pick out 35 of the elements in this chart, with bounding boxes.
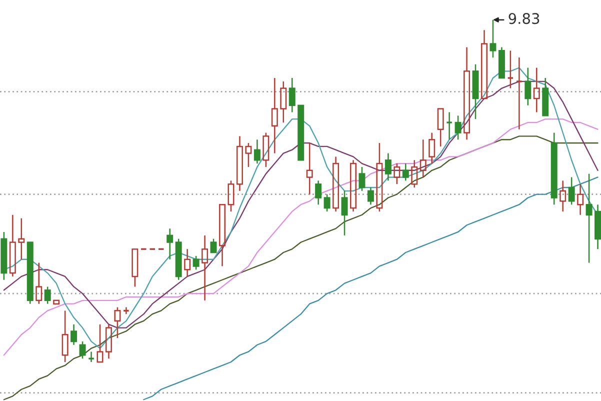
candlestick (586, 173, 592, 264)
candlestick (315, 180, 322, 206)
candlestick (533, 67, 540, 113)
candlestick (350, 160, 356, 212)
candlestick (384, 152, 392, 182)
candlestick (516, 56, 523, 130)
candlestick (594, 204, 601, 250)
candlestick (498, 46, 505, 79)
candlestick (464, 46, 470, 140)
candlestick (560, 180, 566, 212)
candlestick (202, 234, 208, 302)
candlestick (96, 324, 104, 363)
candlestick (271, 77, 278, 154)
candlestick (446, 112, 453, 140)
candlestick (132, 248, 138, 288)
candlestick (506, 50, 514, 89)
candlestick (577, 183, 584, 216)
candlestick (219, 204, 226, 267)
candlestick (70, 324, 78, 346)
candlestick (298, 104, 304, 161)
candlestick (437, 108, 444, 148)
candlestick (53, 300, 60, 304)
candlestick (480, 29, 488, 100)
candlestick (428, 132, 436, 164)
candlestick (332, 156, 340, 212)
candlestick (18, 218, 25, 260)
annotation: 9.83 (508, 13, 540, 24)
candlestick (9, 214, 16, 278)
candlestick (36, 262, 42, 304)
candlestick (236, 136, 243, 192)
candlestick (542, 77, 549, 116)
candlestick (306, 142, 313, 195)
candlestick (184, 248, 191, 278)
candlestick (166, 228, 174, 260)
candlestick (26, 242, 34, 304)
